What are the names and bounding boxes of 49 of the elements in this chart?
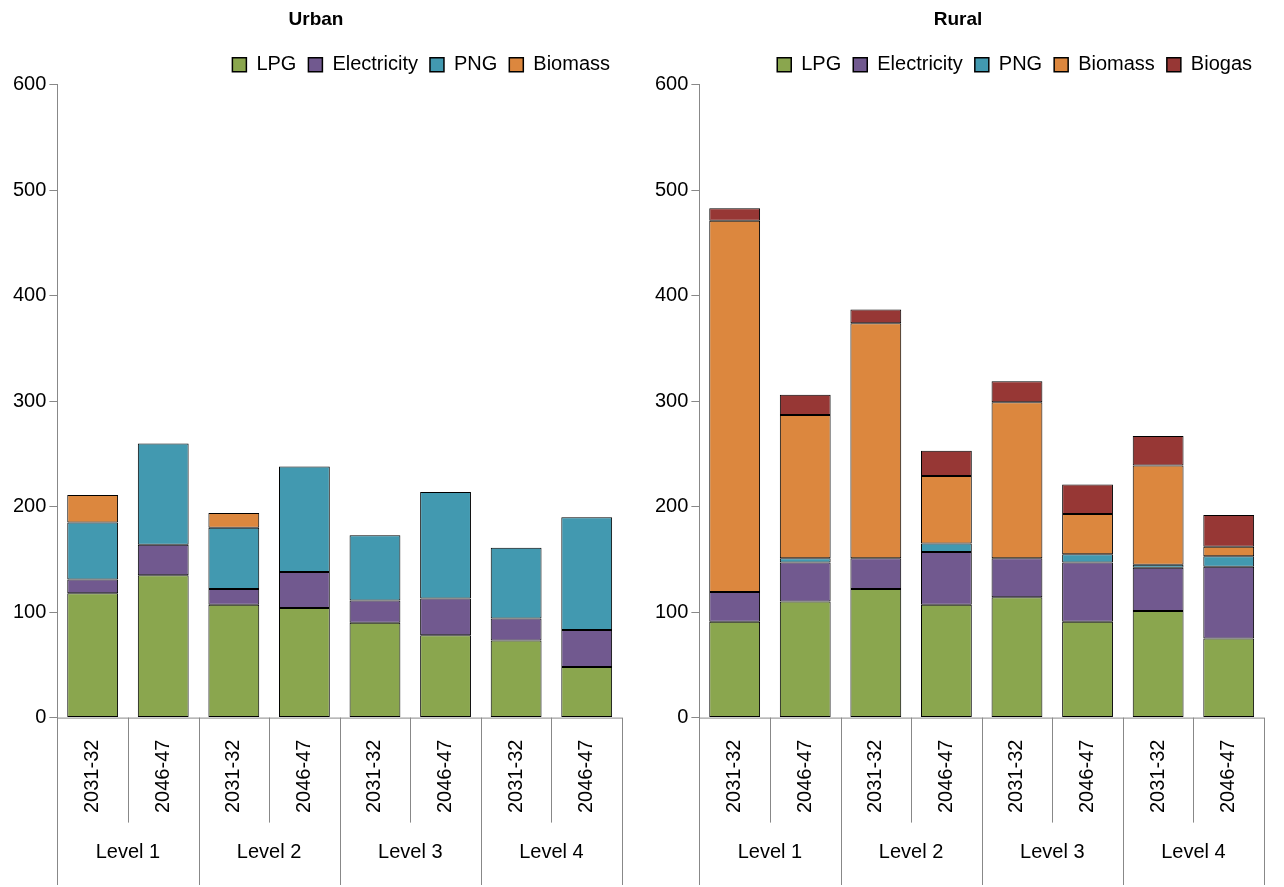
legend-label: Biomass	[1078, 52, 1155, 75]
y-tick-label: 400	[654, 283, 689, 306]
y-tick-label: 0	[677, 705, 689, 728]
chart-title: Rural	[933, 7, 983, 29]
x-tick-label: 2046-47	[1075, 739, 1098, 814]
x-tick-label: 2046-47	[574, 739, 597, 814]
text: Level 4	[519, 840, 584, 863]
legend-label: Biomass	[533, 52, 611, 75]
x-tick-label: 2031-32	[503, 739, 526, 814]
y-tick-label: 500	[12, 177, 47, 200]
text: Level 2	[878, 840, 944, 863]
x-tick-label: 2046-47	[291, 739, 314, 814]
text: Level 1	[95, 840, 161, 863]
x-tick-label: 2031-32	[362, 739, 385, 814]
text: Level 3	[1020, 840, 1085, 863]
text: Level 1	[737, 840, 803, 863]
legend-label: LPG	[256, 52, 297, 75]
x-tick-label: 2031-32	[722, 739, 745, 814]
y-tick-label: 400	[12, 283, 47, 306]
legend-label: Electricity	[332, 52, 418, 75]
text: Level 2	[236, 840, 302, 863]
y-tick-label: 100	[654, 599, 689, 622]
y-tick-label: 300	[654, 388, 689, 411]
x-tick-label: 2031-32	[1004, 739, 1027, 814]
y-tick-label: 300	[12, 388, 47, 411]
y-tick-label: 600	[654, 72, 689, 95]
legend-label: PNG	[453, 52, 498, 75]
x-tick-label: 2046-47	[150, 739, 173, 814]
x-tick-label: 2031-32	[1145, 739, 1168, 814]
y-tick-label: 200	[12, 494, 47, 517]
x-tick-label: 2031-32	[863, 739, 886, 814]
y-tick-label: 500	[654, 177, 689, 200]
text: Level 4	[1161, 840, 1226, 863]
y-tick-label: 100	[12, 599, 47, 622]
legend-label: Biogas	[1190, 52, 1252, 75]
y-tick-label: 600	[12, 72, 47, 95]
x-tick-label: 2031-32	[221, 739, 244, 814]
chart-title: Urban	[288, 7, 344, 29]
text: Level 3	[378, 840, 443, 863]
y-tick-label: 200	[654, 494, 689, 517]
legend-label: PNG	[998, 52, 1043, 75]
x-tick-label: 2046-47	[1216, 739, 1239, 814]
x-tick-label: 2046-47	[433, 739, 456, 814]
legend-label: LPG	[801, 52, 842, 75]
y-tick-label: 0	[35, 705, 47, 728]
x-tick-label: 2046-47	[933, 739, 956, 814]
x-tick-label: 2031-32	[80, 739, 103, 814]
x-tick-label: 2046-47	[792, 739, 815, 814]
legend-label: Electricity	[877, 52, 963, 75]
